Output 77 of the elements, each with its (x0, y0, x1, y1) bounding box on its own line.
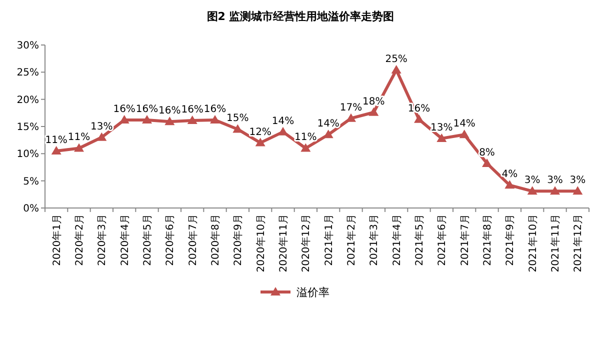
x-tick-label: 2020年5月 (142, 214, 154, 266)
legend-label: 溢价率 (296, 286, 330, 299)
x-tick-label: 2021年6月 (436, 214, 448, 266)
point (96, 132, 107, 141)
data-label: 25% (385, 54, 408, 65)
x-tick-label: 2020年3月 (96, 214, 108, 266)
data-label: 3% (547, 175, 563, 186)
y-tick-label: 25% (16, 68, 39, 79)
point (255, 138, 266, 146)
point (572, 186, 583, 195)
data-label: 17% (340, 102, 362, 114)
y-tick-label: 10% (16, 149, 39, 160)
x-tick-label: 2021年3月 (368, 214, 380, 266)
data-label: 15% (226, 113, 249, 124)
data-label: 14% (317, 118, 340, 130)
point (119, 114, 130, 124)
data-label: 16% (204, 104, 226, 115)
data-label: 16% (181, 104, 204, 116)
point (210, 114, 220, 124)
y-tick-label: 15% (16, 122, 39, 133)
x-tick-label: 2021年12月 (572, 214, 584, 272)
x-tick-label: 2020年9月 (232, 214, 244, 266)
x-tick-label: 2021年5月 (414, 214, 426, 266)
data-label: 16% (158, 106, 181, 117)
data-label: 11% (294, 132, 317, 144)
x-tick-label: 2021年10月 (526, 214, 539, 272)
data-label: 3% (570, 175, 586, 186)
point (51, 146, 62, 154)
x-tick-label: 2020年7月 (186, 214, 199, 266)
point (74, 143, 84, 152)
point (527, 186, 538, 195)
y-tick-label: 0% (23, 204, 39, 214)
point (278, 126, 288, 136)
y-tick-label: 30% (16, 40, 39, 52)
data-label: 14% (453, 118, 476, 130)
x-tick-label: 2020年2月 (74, 214, 86, 266)
y-tick-label: 5% (23, 176, 39, 188)
point (436, 133, 447, 142)
chart-title: 图2 监测城市经营性用地溢价率走势图 (206, 10, 394, 23)
x-tick-label: 2020年4月 (118, 214, 131, 266)
data-label: 14% (272, 116, 294, 127)
point (482, 158, 492, 167)
x-tick-label: 2021年8月 (482, 214, 494, 266)
point (504, 180, 515, 189)
x-tick-label: 2021年9月 (504, 214, 516, 266)
point (391, 64, 402, 74)
data-label: 16% (113, 104, 136, 115)
y-tick-label: 20% (16, 94, 39, 106)
x-tick-label: 2020年12月 (300, 214, 312, 272)
x-tick-label: 2021年2月 (346, 214, 358, 266)
x-tick-label: 2021年1月 (322, 214, 335, 266)
data-label: 8% (479, 147, 495, 158)
data-label: 16% (136, 104, 158, 115)
data-label: 13% (430, 122, 453, 134)
point (459, 130, 470, 138)
x-tick-label: 2021年7月 (458, 214, 471, 266)
data-label: 11% (45, 134, 68, 146)
point (550, 186, 560, 195)
x-tick-label: 2021年11月 (550, 214, 562, 272)
x-tick-label: 2020年1月 (50, 214, 63, 266)
point (187, 116, 198, 124)
data-label: 3% (524, 175, 540, 186)
point (164, 116, 175, 126)
point (300, 143, 311, 152)
data-label: 12% (249, 126, 272, 138)
x-tick-label: 2020年11月 (278, 214, 290, 272)
x-tick-label: 2020年8月 (210, 214, 222, 266)
x-tick-label: 2021年4月 (390, 214, 403, 266)
x-tick-label: 2020年10月 (254, 214, 267, 272)
x-tick-label: 2020年6月 (164, 214, 176, 266)
point (368, 107, 379, 116)
point (346, 113, 356, 122)
point (414, 114, 424, 123)
data-label: 4% (502, 169, 518, 180)
point (142, 114, 152, 124)
data-label: 11% (68, 132, 90, 144)
data-label: 13% (90, 121, 113, 132)
